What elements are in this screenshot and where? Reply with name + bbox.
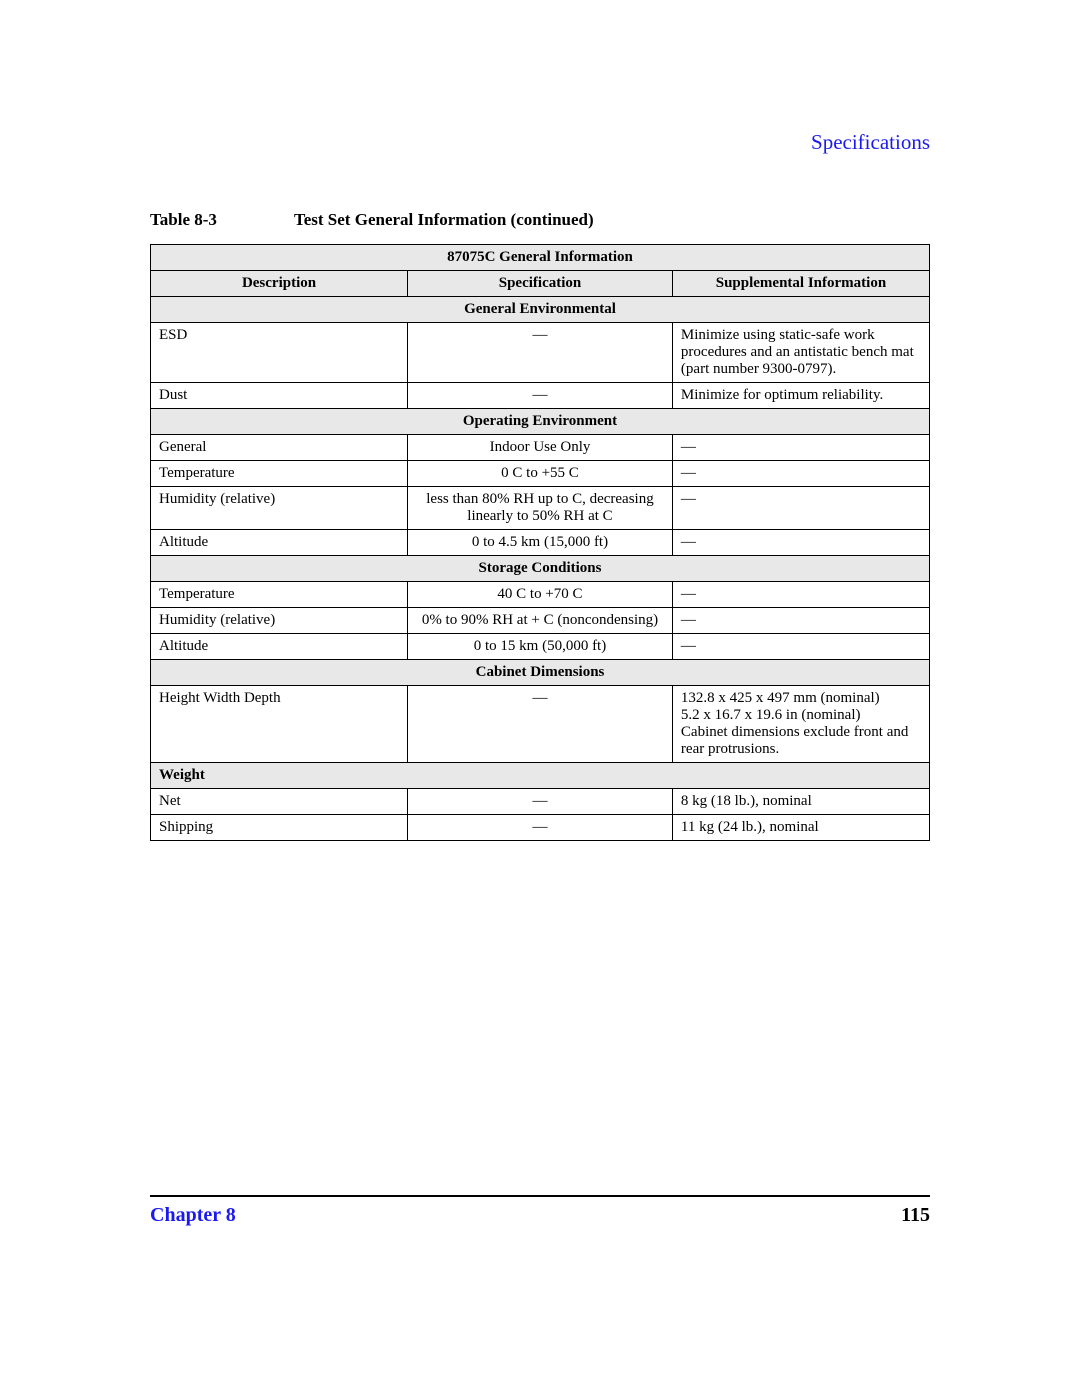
table-row: Height Width Depth—132.8 x 425 x 497 mm …	[151, 686, 930, 763]
cell-specification: —	[408, 815, 673, 841]
table-title: Test Set General Information (continued)	[294, 210, 594, 229]
cell-specification: 0 C to +55 C	[408, 461, 673, 487]
cell-specification: Indoor Use Only	[408, 435, 673, 461]
cell-supplemental: —	[672, 530, 929, 556]
spec-table: 87075C General Information Description S…	[150, 244, 930, 841]
cell-specification: 0 to 4.5 km (15,000 ft)	[408, 530, 673, 556]
cell-specification: 0 to 15 km (50,000 ft)	[408, 634, 673, 660]
cell-description: Altitude	[151, 530, 408, 556]
section-header-cell: Operating Environment	[151, 409, 930, 435]
section-header-cell: Weight	[151, 763, 930, 789]
cell-supplemental: —	[672, 582, 929, 608]
cell-description: ESD	[151, 323, 408, 383]
table-row: Shipping—11 kg (24 lb.), nominal	[151, 815, 930, 841]
cell-specification: 40 C to +70 C	[408, 582, 673, 608]
cell-supplemental: Minimize using static-safe work procedur…	[672, 323, 929, 383]
section-header-cell: Storage Conditions	[151, 556, 930, 582]
footer-page-number: 115	[901, 1204, 930, 1227]
cell-description: Altitude	[151, 634, 408, 660]
col-specification: Specification	[408, 271, 673, 297]
table-row: Humidity (relative)less than 80% RH up t…	[151, 487, 930, 530]
cell-description: Humidity (relative)	[151, 487, 408, 530]
cell-description: Net	[151, 789, 408, 815]
table-row: Net—8 kg (18 lb.), nominal	[151, 789, 930, 815]
section-header-row: Cabinet Dimensions	[151, 660, 930, 686]
cell-specification: —	[408, 383, 673, 409]
cell-specification: 0% to 90% RH at + C (noncondensing)	[408, 608, 673, 634]
cell-specification: —	[408, 789, 673, 815]
cell-specification: —	[408, 323, 673, 383]
cell-description: Height Width Depth	[151, 686, 408, 763]
cell-description: Humidity (relative)	[151, 608, 408, 634]
footer-rule	[150, 1195, 930, 1197]
cell-supplemental: —	[672, 435, 929, 461]
col-description: Description	[151, 271, 408, 297]
section-header-row: Storage Conditions	[151, 556, 930, 582]
section-header-cell: General Environmental	[151, 297, 930, 323]
table-header-row: Description Specification Supplemental I…	[151, 271, 930, 297]
cell-supplemental: 8 kg (18 lb.), nominal	[672, 789, 929, 815]
cell-description: Shipping	[151, 815, 408, 841]
table-row: Temperature0 C to +55 C—	[151, 461, 930, 487]
cell-specification: —	[408, 686, 673, 763]
section-header-row: Weight	[151, 763, 930, 789]
cell-description: Dust	[151, 383, 408, 409]
cell-specification: less than 80% RH up to C, decreasing lin…	[408, 487, 673, 530]
cell-description: Temperature	[151, 461, 408, 487]
table-row: ESD—Minimize using static-safe work proc…	[151, 323, 930, 383]
table-title-row: 87075C General Information	[151, 245, 930, 271]
table-title-cell: 87075C General Information	[151, 245, 930, 271]
cell-description: General	[151, 435, 408, 461]
cell-supplemental: 11 kg (24 lb.), nominal	[672, 815, 929, 841]
section-header-row: Operating Environment	[151, 409, 930, 435]
cell-description: Temperature	[151, 582, 408, 608]
section-header-cell: Cabinet Dimensions	[151, 660, 930, 686]
footer-chapter: Chapter 8	[150, 1204, 236, 1227]
table-row: Humidity (relative)0% to 90% RH at + C (…	[151, 608, 930, 634]
page-footer: Chapter 8 115	[150, 1204, 930, 1227]
table-caption: Table 8-3 Test Set General Information (…	[150, 210, 930, 230]
section-header-link[interactable]: Specifications	[811, 130, 930, 155]
table-number: Table 8-3	[150, 210, 290, 230]
table-row: GeneralIndoor Use Only—	[151, 435, 930, 461]
table-row: Dust—Minimize for optimum reliability.	[151, 383, 930, 409]
table-row: Altitude0 to 15 km (50,000 ft)—	[151, 634, 930, 660]
cell-supplemental: 132.8 x 425 x 497 mm (nominal)5.2 x 16.7…	[672, 686, 929, 763]
cell-supplemental: —	[672, 634, 929, 660]
table-row: Temperature40 C to +70 C—	[151, 582, 930, 608]
cell-supplemental: —	[672, 608, 929, 634]
cell-supplemental: —	[672, 461, 929, 487]
section-header-row: General Environmental	[151, 297, 930, 323]
page: Specifications Table 8-3 Test Set Genera…	[0, 0, 1080, 1397]
table-row: Altitude0 to 4.5 km (15,000 ft)—	[151, 530, 930, 556]
cell-supplemental: —	[672, 487, 929, 530]
col-supplemental: Supplemental Information	[672, 271, 929, 297]
cell-supplemental: Minimize for optimum reliability.	[672, 383, 929, 409]
